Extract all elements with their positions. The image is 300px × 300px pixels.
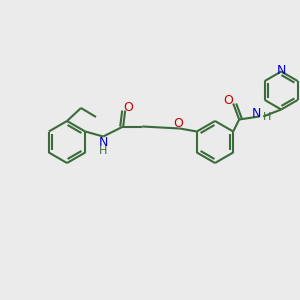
Text: N: N: [251, 107, 261, 120]
Text: H: H: [263, 112, 272, 122]
Text: O: O: [223, 94, 233, 107]
Text: O: O: [123, 101, 133, 114]
Text: N: N: [98, 136, 108, 149]
Text: H: H: [99, 146, 107, 155]
Text: N: N: [277, 64, 286, 77]
Text: O: O: [173, 117, 183, 130]
